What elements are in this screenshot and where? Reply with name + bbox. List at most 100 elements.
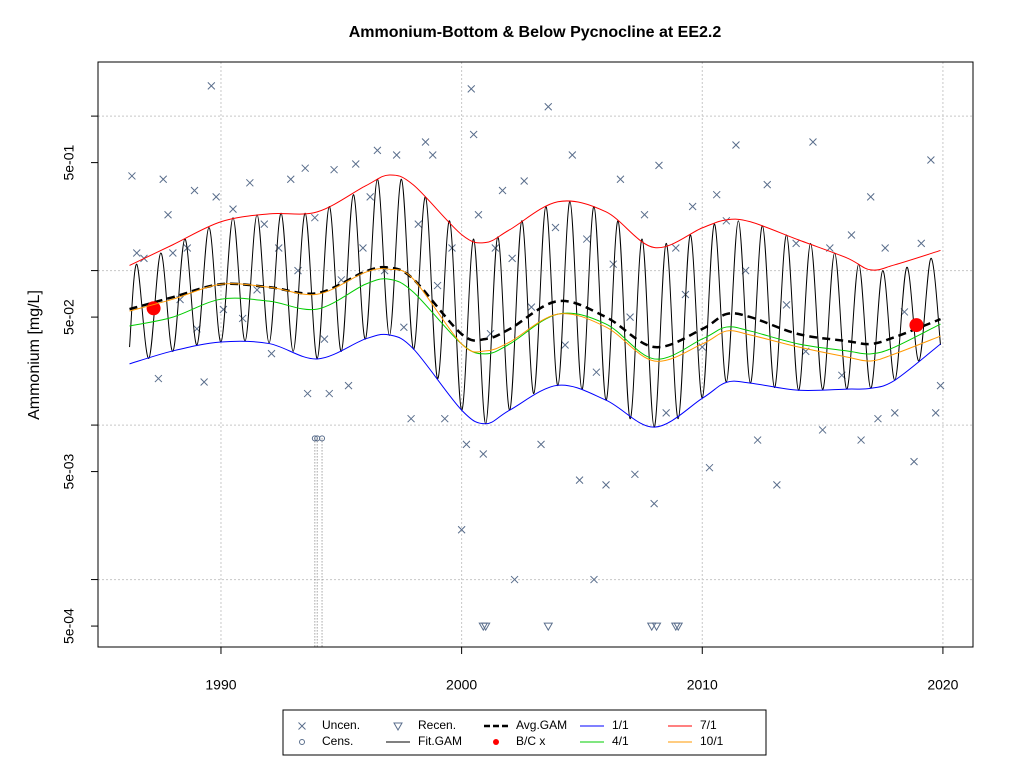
y-axis-label: Ammonium [mg/L] (26, 290, 43, 420)
point (763, 180, 772, 189)
point (909, 318, 924, 333)
point (650, 499, 658, 508)
point (491, 244, 500, 252)
point (298, 722, 306, 730)
point (407, 414, 415, 423)
point (671, 244, 680, 252)
point (229, 205, 237, 213)
point (544, 102, 553, 111)
point (857, 436, 865, 444)
legend-item: Fit.GAM (386, 734, 462, 748)
point (428, 151, 437, 159)
point (325, 389, 334, 398)
point (212, 193, 221, 201)
point (164, 210, 172, 219)
series-line (129, 333, 941, 428)
point (128, 172, 136, 180)
point (421, 138, 430, 146)
legend-label: Uncen. (322, 718, 360, 732)
chart-title: Ammonium-Bottom & Below Pycnocline at EE… (349, 24, 722, 41)
point (640, 210, 649, 219)
point (881, 244, 890, 252)
point (537, 440, 545, 449)
x-tick-label: 1990 (205, 677, 236, 693)
point (168, 249, 177, 257)
point (818, 426, 827, 434)
point (561, 341, 569, 349)
legend-label: 10/1 (700, 734, 724, 748)
point (662, 408, 671, 417)
point (592, 368, 601, 377)
point (753, 436, 762, 444)
point (651, 622, 662, 632)
point (253, 286, 261, 294)
point (457, 525, 466, 534)
x-tick-label: 2000 (446, 677, 477, 693)
point (568, 151, 577, 159)
point (319, 435, 326, 442)
point (260, 220, 269, 228)
point (337, 276, 346, 284)
point (631, 470, 639, 479)
point (626, 313, 634, 321)
point (469, 130, 478, 139)
point (393, 722, 403, 732)
legend-label: Recen. (418, 718, 456, 732)
point (366, 193, 375, 201)
point (219, 305, 228, 314)
series-line (129, 174, 941, 271)
point (392, 151, 401, 159)
point (207, 81, 216, 90)
point (688, 202, 697, 211)
point (359, 244, 367, 252)
point (712, 190, 721, 199)
point (320, 335, 329, 343)
y-tick-label: 5e-02 (61, 299, 77, 335)
point (792, 239, 800, 248)
plot-frame (97, 61, 974, 648)
series-line (129, 265, 941, 349)
y-tick-label: 5e-04 (61, 608, 77, 644)
point (510, 575, 519, 584)
point (238, 314, 247, 323)
point (154, 374, 163, 383)
point (344, 381, 353, 390)
point (910, 457, 918, 466)
point (520, 177, 529, 185)
series-line (129, 278, 941, 360)
point (440, 414, 449, 423)
point (866, 193, 875, 201)
point (809, 138, 817, 146)
legend-item: Cens. (299, 734, 353, 748)
point (479, 450, 488, 458)
point (673, 622, 684, 632)
point (609, 260, 618, 269)
point (927, 156, 935, 164)
legend-item: B/C x (493, 734, 545, 748)
point (890, 408, 899, 417)
legend-label: B/C x (516, 734, 545, 748)
point (462, 440, 471, 449)
point (917, 239, 926, 248)
point (330, 165, 338, 174)
legend-item: 4/1 (580, 734, 629, 748)
point (616, 175, 625, 184)
legend-box (282, 709, 767, 756)
point (467, 85, 476, 93)
point (310, 213, 319, 222)
point (575, 476, 584, 485)
legend-item: 7/1 (668, 718, 717, 732)
point (267, 349, 276, 358)
point (931, 408, 940, 417)
point (602, 481, 610, 489)
y-tick-label: 5e-01 (61, 144, 77, 180)
point (722, 216, 731, 225)
point (527, 303, 536, 311)
legend-item: Uncen. (298, 718, 360, 732)
point (351, 160, 360, 168)
point (286, 175, 295, 184)
point (400, 323, 408, 332)
legend-label: Fit.GAM (418, 734, 462, 748)
legend-item: 1/1 (580, 718, 629, 732)
